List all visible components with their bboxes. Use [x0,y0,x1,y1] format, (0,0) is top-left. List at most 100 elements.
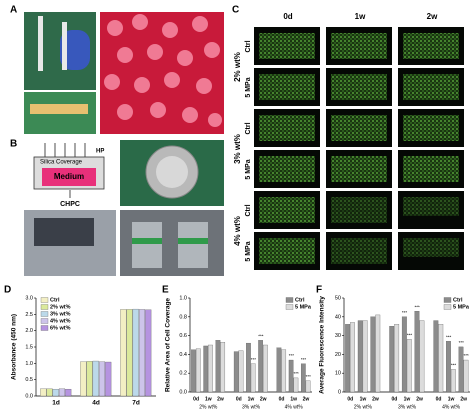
micrograph-cells [259,115,315,141]
y-tick-label: 10 [335,371,341,377]
vessel-band [178,238,208,244]
y-tick-label: 30 [335,333,341,339]
legend-label: 6% wt% [50,325,71,331]
bar [394,324,400,393]
bar [145,309,152,397]
micrograph-cells [403,238,459,257]
bar [458,346,464,393]
y-tick-label: 50 [335,295,341,301]
vessel [178,222,208,268]
bar [370,316,376,393]
bar [263,344,268,393]
syringe [38,16,43,71]
y-axis-title: Relative Area of Cell Coverage [165,298,172,392]
y-tick-label: 2.5 [25,312,33,318]
bar [92,360,99,397]
bar [414,311,420,393]
y-tick-label: 0.6 [179,333,187,339]
x-tick-label: 1w [448,396,455,402]
column-label: 2w [427,12,438,21]
micrograph-cells [403,197,459,216]
label-chpc: CHPC [60,201,80,208]
legend-label: Ctrl [453,297,463,303]
bar [65,388,72,397]
bar [357,320,363,393]
group-label: 3% wt% [398,404,417,410]
x-tick-label: 1w [360,396,367,402]
significance: *** [258,333,264,338]
y-tick-label: 40 [335,314,341,320]
micrograph-cells [259,197,315,223]
x-tick-label: 0d [436,396,442,402]
significance: *** [402,310,408,315]
discs [104,14,222,127]
x-tick-label: 0d [236,396,242,402]
significance: *** [407,333,413,338]
significance: *** [293,371,299,376]
micrograph-cells [331,115,387,141]
bar [305,380,311,393]
group-label: 3% wt% [242,404,261,410]
micrograph-cells [403,74,459,100]
bar [203,345,209,393]
bar [46,388,53,397]
x-tick-label: 0d [391,396,397,402]
significance: *** [446,334,452,339]
bar [86,361,93,397]
label-medium: Medium [54,172,84,181]
bar [105,361,112,397]
x-tick-label: 1w [248,396,255,402]
label-hp: HP [96,149,104,155]
panel-letter: D [4,285,11,296]
y-tick-label: 0.8 [179,314,187,320]
micrograph-cells [403,115,459,141]
bar [300,363,306,393]
bar [446,341,451,393]
bar [40,388,47,397]
row-label: 5 MPa [245,241,252,261]
bar [52,388,59,397]
x-tick-label: 7d [132,400,140,407]
y-tick-label: 20 [335,352,341,358]
bar [208,344,213,393]
bar [450,369,456,393]
row-label: 5 MPa [245,77,252,97]
legend-label: 5 MPa [295,304,312,310]
significance: *** [459,340,465,345]
significance: *** [451,363,457,368]
bar [191,349,196,393]
micrograph-cells [259,238,315,264]
charts: Absorbance (450 nm) 0.0 0.5 1.0 1.5 2.0 2.5 3.0… [11,295,470,410]
bar [238,350,244,393]
bar [276,347,282,393]
group-label: 4% wt% [285,404,304,410]
panel-letter: C [232,5,239,16]
micrograph-cells [259,74,315,100]
group-label: 2% wt% [354,404,373,410]
micrograph-cells [331,197,387,223]
syringe [62,22,67,70]
group-label: 2% wt% [233,52,242,82]
legend-label: 3% wt% [50,311,71,317]
y-tick-label: 0.4 [179,352,187,358]
significance: *** [415,304,421,309]
x-tick-label: 2w [260,396,267,402]
legend-swatch [40,304,49,310]
y-tick-label: 0.5 [25,377,33,383]
y-tick-label: 0.2 [179,371,187,377]
micrograph-cells [331,74,387,100]
micrograph-cells [259,156,315,182]
bar [120,309,127,397]
row-label: Ctrl [245,204,252,216]
x-tick-label: 4d [92,400,100,407]
y-tick-label: 2.0 [25,328,33,334]
machine [34,218,94,246]
bar [132,308,139,397]
bar [281,349,287,393]
legend-label: Ctrl [50,297,60,303]
bar [138,309,146,397]
significance: *** [301,357,307,362]
significance: *** [464,353,470,358]
